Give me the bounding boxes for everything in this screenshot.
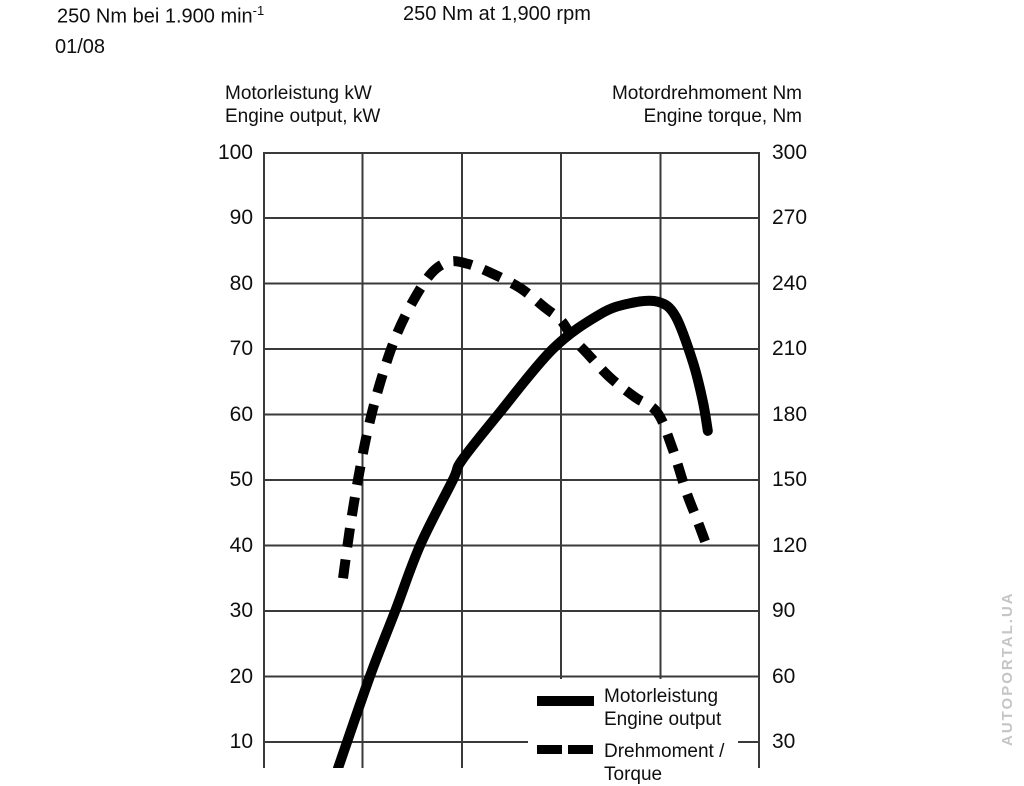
torque-curve (338, 256, 711, 579)
right-axis-tick: 210 (772, 337, 808, 360)
dash-segment (537, 745, 562, 754)
left-axis-title-en: Engine output, kW (225, 106, 381, 127)
legend-power-label: Motorleistung Engine output (604, 685, 721, 731)
left-axis-tick: 80 (229, 271, 253, 295)
right-axis-title-en: Engine torque, Nm (643, 106, 802, 127)
right-axis-tick: 60 (772, 664, 796, 688)
power-line-swatch (537, 696, 594, 706)
right-axis-tick: 180 (772, 402, 808, 426)
legend-torque-line1: Drehmoment / (604, 741, 725, 762)
peak-torque-spec-de-superscript: -1 (252, 3, 265, 18)
power-curve (333, 295, 713, 768)
left-axis-tick: 10 (229, 730, 253, 753)
right-axis-tick: 150 (772, 468, 808, 491)
engine-performance-chart-page: 250 Nm bei 1.900 min-1 250 Nm at 1,900 r… (55, 3, 1016, 785)
left-axis-title-de: Motorleistung kW (225, 83, 372, 104)
plot-area (263, 152, 760, 768)
legend: Motorleistung Engine output Drehmoment /… (528, 679, 738, 785)
left-axis-tick: 40 (229, 533, 253, 557)
peak-torque-spec-en: 250 Nm at 1,900 rpm (403, 3, 591, 25)
dash-segment (568, 745, 593, 754)
right-axis-title: Motordrehmoment Nm Engine torque, Nm (612, 82, 802, 128)
left-axis-tick: 50 (229, 468, 253, 491)
legend-torque-line2: Torque (604, 764, 663, 785)
right-axis-tick: 300 (772, 140, 808, 164)
left-axis-title: Motorleistung kW Engine output, kW (225, 82, 380, 128)
left-axis-tick: 100 (217, 140, 253, 164)
peak-torque-spec-de: 250 Nm bei 1.900 min-1 (57, 3, 264, 29)
peak-torque-spec-de-text: 250 Nm bei 1.900 min (57, 5, 253, 28)
right-axis-tick: 270 (772, 206, 808, 229)
torque-dashed-line-swatch (537, 745, 594, 754)
legend-power-line1: Motorleistung (604, 686, 719, 707)
legend-torque-label: Drehmoment / Torque (604, 740, 724, 786)
left-axis-tick: 70 (229, 337, 253, 360)
left-axis-tick: 30 (229, 599, 253, 622)
left-axis-tick: 90 (229, 206, 253, 229)
right-axis-tick: 90 (772, 599, 796, 622)
legend-power-line2: Engine output (604, 709, 722, 730)
left-axis-tick: 60 (229, 402, 253, 426)
right-axis-tick: 240 (772, 271, 808, 295)
left-axis-tick: 20 (229, 664, 253, 688)
right-axis-tick: 120 (772, 533, 808, 557)
right-axis-title-de: Motordrehmoment Nm (611, 83, 802, 104)
watermark: AUTOPORTAL.UA (999, 591, 1016, 746)
right-axis-tick: 30 (772, 730, 796, 753)
date-code: 01/08 (55, 36, 106, 58)
